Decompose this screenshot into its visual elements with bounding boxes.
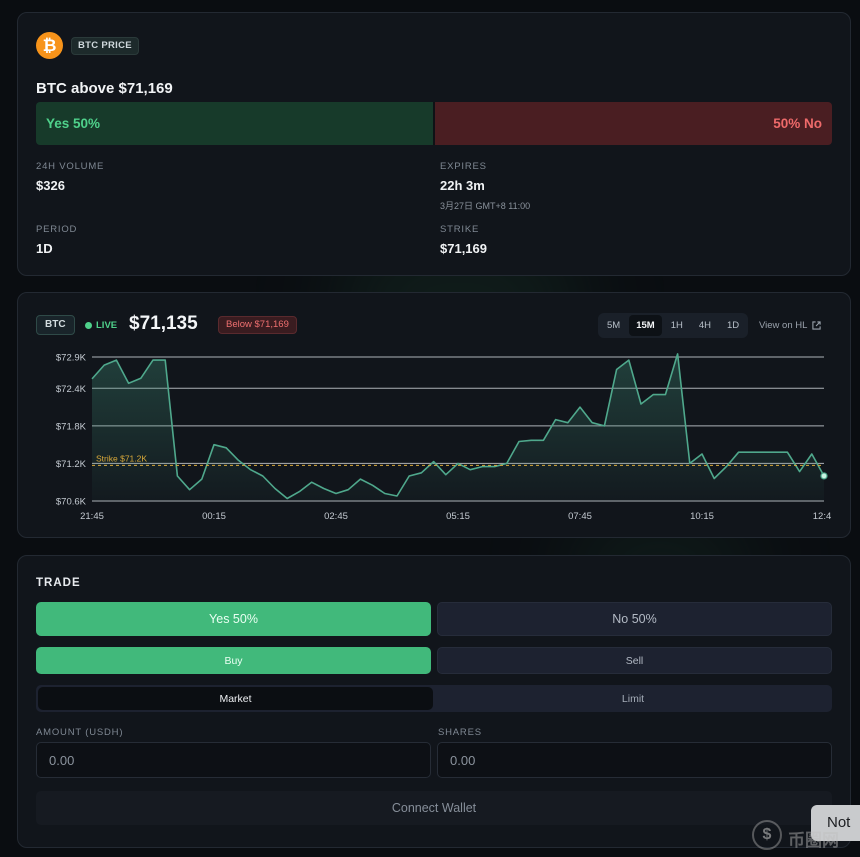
x-tick-label: 02:45 <box>324 511 348 522</box>
connect-wallet-button[interactable]: Connect Wallet <box>36 791 832 825</box>
timeframe-1h[interactable]: 1H <box>670 320 683 331</box>
market-title: BTC above $71,169 <box>36 80 173 97</box>
stat-sub: 3月27日 GMT+8 11:00 <box>440 201 531 211</box>
live-dot-icon <box>85 322 92 329</box>
price-line <box>91 353 825 500</box>
x-tick-label: 00:15 <box>202 511 226 522</box>
chart-card: BTC LIVE $71,135 Below $71,169 5M 15M 1H 4H… <box>17 292 851 538</box>
y-tick-label: $70.6K <box>56 497 87 508</box>
odds-bar: Yes 50% 50% No <box>36 102 832 145</box>
market-tag: BTC PRICE <box>71 37 139 55</box>
notification-chip[interactable]: Not <box>811 805 860 841</box>
stat-period: PERIOD 1D <box>36 224 77 256</box>
stat-value: 1D <box>36 241 53 256</box>
amount-label: AMOUNT (USDH) <box>36 727 124 738</box>
no-outcome-button[interactable]: No 50% <box>437 602 832 636</box>
y-tick-label: $72.9K <box>56 353 87 364</box>
timeframe-1d[interactable]: 1D <box>727 320 740 331</box>
y-tick-label: $72.4K <box>56 384 87 395</box>
strike-label: Strike $71.2K <box>96 453 147 463</box>
timeframe-5m[interactable]: 5M <box>607 320 621 331</box>
last-price-point <box>820 472 828 480</box>
amount-input[interactable] <box>36 742 431 778</box>
x-tick-label: 10:15 <box>690 511 714 522</box>
stat-volume: 24H VOLUME $326 <box>36 161 104 193</box>
view-on-hl-link[interactable]: View on HL <box>759 320 822 331</box>
asset-chip: BTC <box>36 315 75 335</box>
stat-label: 24H VOLUME <box>36 161 105 172</box>
stat-value: $326 <box>36 178 65 193</box>
stat-strike: STRIKE $71,169 <box>440 224 487 256</box>
below-strike-badge: Below $71,169 <box>218 316 297 334</box>
watermark-text: 币圈网 <box>788 831 839 850</box>
x-tick-label: 05:15 <box>446 511 470 522</box>
timeframe-4h[interactable]: 4H <box>698 320 711 331</box>
watermark-logo-icon: $ <box>752 820 782 850</box>
shares-input[interactable] <box>437 742 832 778</box>
bitcoin-icon: ₿ <box>36 32 63 59</box>
yes-outcome-button[interactable]: Yes 50% <box>36 602 431 636</box>
x-tick-label: 07:45 <box>568 511 592 522</box>
stat-value: 22h 3m <box>440 178 485 193</box>
limit-order-tab[interactable]: Limit <box>621 692 645 705</box>
trade-title: TRADE <box>36 577 81 589</box>
price-area <box>92 353 824 501</box>
timeframe-selector: 5M 15M 1H 4H 1D <box>598 313 749 338</box>
timeframe-15m[interactable]: 15M <box>629 315 662 336</box>
shares-label: SHARES <box>438 727 482 738</box>
stat-label: PERIOD <box>36 224 78 235</box>
live-indicator: LIVE <box>85 320 117 331</box>
y-tick-label: $71.8K <box>56 421 87 432</box>
stat-label: STRIKE <box>440 224 480 235</box>
odds-no: 50% No <box>435 102 832 145</box>
stat-expires: EXPIRES 22h 3m 3月27日 GMT+8 11:00 <box>440 161 530 212</box>
current-price: $71,135 <box>129 313 198 334</box>
buy-button[interactable]: Buy <box>36 647 431 674</box>
market-order-tab[interactable]: Market <box>38 687 433 710</box>
trade-card: TRADE Yes 50% No 50% Buy Sell Market Lim… <box>17 555 851 848</box>
external-link-icon <box>812 321 822 330</box>
market-card: ₿ BTC PRICE BTC above $71,169 Yes 50% 50… <box>17 12 851 276</box>
y-tick-label: $71.2K <box>56 459 87 470</box>
view-on-hl-label: View on HL <box>759 320 808 331</box>
sell-button[interactable]: Sell <box>437 647 832 674</box>
order-type-selector: Market Limit <box>36 685 832 712</box>
price-chart: $72.9K $72.4K $71.8K $71.2K $70.6K 21:45 00:15… <box>56 353 832 523</box>
x-tick-label: 21:45 <box>80 511 104 522</box>
stat-label: EXPIRES <box>440 161 487 172</box>
odds-yes: Yes 50% <box>36 102 435 145</box>
stat-value: $71,169 <box>440 241 487 256</box>
x-tick-label: 12:4 <box>813 511 832 522</box>
live-label: LIVE <box>96 320 118 331</box>
